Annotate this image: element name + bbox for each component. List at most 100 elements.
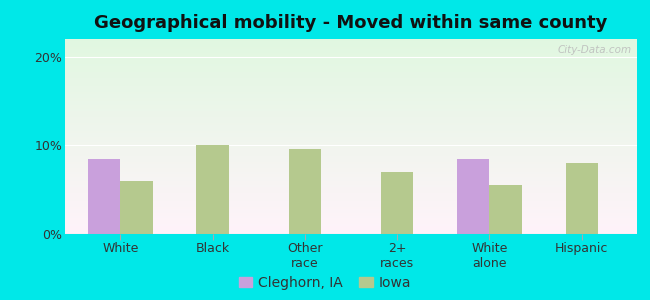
Bar [289,149,321,234]
Bar [566,163,598,234]
Bar [65,58,637,60]
Title: Geographical mobility - Moved within same county: Geographical mobility - Moved within sam… [94,14,608,32]
Bar [65,168,637,170]
Bar [489,185,522,234]
Bar [65,90,637,92]
Bar [65,203,637,205]
Bar [65,195,637,197]
Bar [65,76,637,78]
Bar [65,133,637,134]
Bar [65,170,637,172]
Bar [65,150,637,152]
Bar [65,179,637,181]
Bar [196,146,229,234]
Bar [65,61,637,62]
Bar [65,68,637,70]
Bar [65,142,637,144]
Bar [65,49,637,51]
Bar [65,164,637,166]
Bar [65,226,637,228]
Bar [65,199,637,201]
Bar [65,45,637,47]
Bar [65,113,637,115]
Bar [65,193,637,195]
Legend: Cleghorn, IA, Iowa: Cleghorn, IA, Iowa [239,276,411,290]
Bar [65,222,637,224]
Bar [65,88,637,90]
Bar [65,64,637,66]
Bar [65,209,637,211]
Bar [65,172,637,173]
Bar [65,212,637,214]
Bar [65,201,637,203]
Bar [65,78,637,80]
Bar [65,86,637,88]
Bar [65,129,637,130]
Bar [65,119,637,121]
Bar [65,62,637,64]
Bar [65,197,637,199]
Bar [65,47,637,49]
Bar [88,159,120,234]
Bar [65,162,637,164]
Bar [65,144,637,146]
Bar [65,176,637,177]
Bar [120,181,153,234]
Bar [65,72,637,74]
Bar [65,95,637,98]
Bar [65,117,637,119]
Bar [65,218,637,220]
Bar [65,140,637,142]
Bar [65,134,637,136]
Bar [65,217,637,218]
Bar [65,185,637,187]
Bar [65,205,637,207]
Bar [65,181,637,183]
Bar [65,136,637,138]
Bar [65,101,637,103]
Bar [65,51,637,53]
Text: City-Data.com: City-Data.com [557,45,631,55]
Bar [381,172,413,234]
Bar [65,109,637,111]
Bar [65,107,637,109]
Bar [65,177,637,179]
Bar [65,125,637,127]
Bar [65,146,637,148]
Bar [65,139,637,140]
Bar [65,156,637,158]
Bar [65,224,637,226]
Bar [457,159,489,234]
Bar [65,41,637,43]
Bar [65,39,637,41]
Bar [65,66,637,68]
Bar [65,189,637,191]
Bar [65,82,637,84]
Bar [65,111,637,113]
Bar [65,207,637,209]
Bar [65,43,637,45]
Bar [65,53,637,55]
Bar [65,92,637,94]
Bar [65,183,637,185]
Bar [65,230,637,232]
Bar [65,56,637,58]
Bar [65,232,637,234]
Bar [65,214,637,217]
Bar [65,152,637,154]
Bar [65,80,637,82]
Bar [65,105,637,107]
Bar [65,100,637,101]
Bar [65,115,637,117]
Bar [65,74,637,76]
Bar [65,187,637,189]
Bar [65,220,637,222]
Bar [65,154,637,156]
Bar [65,191,637,193]
Bar [65,127,637,129]
Bar [65,173,637,175]
Bar [65,84,637,86]
Bar [65,98,637,100]
Bar [65,131,637,133]
Bar [65,158,637,160]
